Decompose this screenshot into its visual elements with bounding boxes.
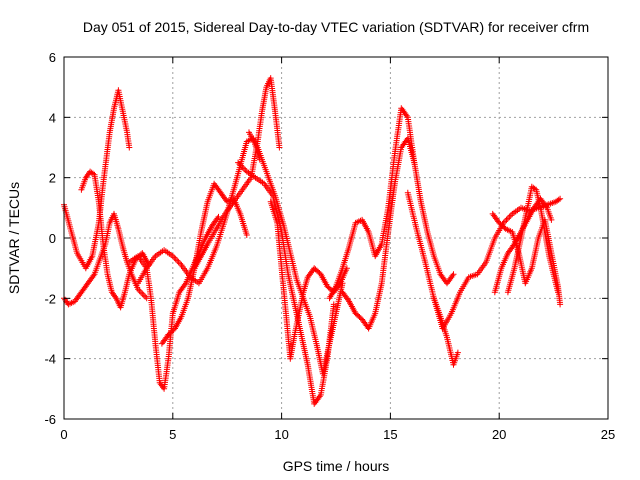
x-tick-label: 10: [274, 427, 288, 442]
series-markers: [126, 213, 222, 392]
series-sat-e: [135, 135, 263, 287]
series-markers: [246, 129, 346, 377]
series-markers: [158, 180, 250, 347]
series-sat-k: [326, 105, 418, 302]
series-markers: [326, 105, 418, 302]
series-markers: [191, 75, 283, 272]
series-markers: [135, 135, 263, 287]
series-sat-f: [158, 180, 250, 347]
series-sat-d: [126, 213, 222, 392]
series-markers: [491, 195, 555, 296]
x-tick-label: 0: [60, 427, 67, 442]
y-tick-label: 4: [49, 110, 56, 125]
series-sat-l: [339, 135, 457, 332]
x-axis-label: GPS time / hours: [283, 458, 390, 474]
grid: [64, 57, 608, 419]
series-sat-m: [404, 189, 564, 332]
series-sat-i: [246, 129, 346, 377]
y-tick-label: 0: [49, 231, 56, 246]
chart-title: Day 051 of 2015, Sidereal Day-to-day VTE…: [83, 19, 589, 35]
axis-ticks: 0 5 10 15 20 25 -6 -4 -2 0 2 4 6: [44, 50, 615, 442]
x-tick-label: 15: [383, 427, 397, 442]
y-tick-label: 6: [49, 50, 56, 65]
series-sat-g: [191, 75, 283, 272]
series-markers: [430, 295, 461, 368]
y-tick-label: -6: [44, 412, 56, 427]
series-sat-n: [430, 295, 461, 368]
x-tick-label: 5: [169, 427, 176, 442]
x-tick-label: 25: [601, 427, 615, 442]
y-tick-label: 2: [49, 171, 56, 186]
y-tick-label: -4: [44, 352, 56, 367]
y-axis-label: SDTVAR / TECUs: [6, 182, 22, 294]
series-sat-q: [491, 195, 555, 296]
series-markers: [404, 189, 564, 332]
x-tick-label: 20: [492, 427, 506, 442]
data-points: [61, 75, 564, 407]
y-tick-label: -2: [44, 291, 56, 306]
series-markers: [339, 135, 457, 332]
